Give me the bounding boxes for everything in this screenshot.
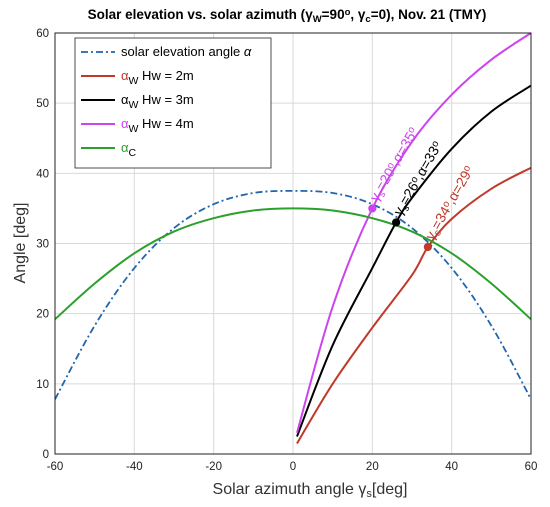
legend-suffix: Hw = 2m xyxy=(138,68,193,83)
x-label-unit: [deg] xyxy=(372,481,408,498)
intersection-marker xyxy=(392,218,401,227)
annotation-part: o xyxy=(461,163,474,174)
legend-symbol: α xyxy=(121,92,129,107)
y-tick-label: 20 xyxy=(36,309,49,321)
x-label-gamma: γ xyxy=(358,481,366,498)
title-sub-c: c xyxy=(365,14,370,25)
legend-suffix: Hw = 3m xyxy=(138,92,193,107)
title-eq90: =90 xyxy=(322,7,345,22)
intersection-marker xyxy=(368,204,377,213)
intersection-marker xyxy=(423,242,432,252)
x-tick-label: 40 xyxy=(445,461,458,473)
legend-label: αW Hw = 3m xyxy=(121,92,194,111)
x-tick-label: 0 xyxy=(290,461,296,473)
series-line-alpha xyxy=(54,189,532,400)
legend-symbol: α xyxy=(121,140,129,155)
legend-subscript: C xyxy=(129,147,137,159)
legend-text-main: solar elevation angle xyxy=(121,44,244,59)
x-tick-label: -20 xyxy=(205,461,222,473)
y-tick-label: 60 xyxy=(36,28,49,40)
annotation-part: o xyxy=(440,199,453,210)
y-tick-label: 30 xyxy=(36,239,49,251)
x-label-sub: s xyxy=(366,488,372,500)
title-gamma-c: γ xyxy=(358,7,366,22)
y-tick-label: 10 xyxy=(36,379,49,391)
x-axis-label: Solar azimuth angle γs[deg] xyxy=(213,481,408,500)
legend-label: αC xyxy=(121,140,137,159)
y-axis-label: Angle [deg] xyxy=(12,203,29,284)
marker-group xyxy=(368,204,432,252)
title-comma: , xyxy=(350,7,358,22)
legend-symbol: α xyxy=(121,68,129,83)
legend-label: αW Hw = 2m xyxy=(121,68,194,87)
series-line-aw3 xyxy=(296,84,532,437)
annotation-part: s xyxy=(400,204,412,214)
legend-subscript: W xyxy=(129,75,139,87)
x-label-main: Solar azimuth angle xyxy=(213,481,359,498)
annotation-part: o xyxy=(405,124,418,135)
annotation-part: s xyxy=(377,190,389,200)
legend-symbol: α xyxy=(121,116,129,131)
annotation-part: s xyxy=(432,228,444,238)
legend-suffix: Hw = 4m xyxy=(138,116,193,131)
tick-labels: -60 -40 -20 0 20 40 60 0 10 20 30 40 50 60 xyxy=(36,28,537,473)
annotation-part: , xyxy=(442,195,458,206)
legend-label: solar elevation angle α xyxy=(121,44,252,59)
x-tick-label: 20 xyxy=(366,461,379,473)
y-tick-label: 40 xyxy=(36,168,49,180)
annotation-part: o xyxy=(408,174,421,185)
legend-label: αW Hw = 4m xyxy=(121,116,194,135)
title-gamma-w: γ xyxy=(305,7,313,22)
title-eq0: =0), Nov. 21 (TMY) xyxy=(371,7,487,22)
legend-box xyxy=(74,37,272,169)
legend-symbol: α xyxy=(244,44,252,59)
y-tick-label: 0 xyxy=(43,449,49,461)
x-tick-label: -40 xyxy=(126,461,143,473)
annotation-part: , xyxy=(411,171,427,182)
series-group xyxy=(54,32,532,445)
legend-subscript: W xyxy=(129,99,139,111)
x-tick-label: -60 xyxy=(47,461,64,473)
y-tick-label: 50 xyxy=(36,98,49,110)
series-line-ac xyxy=(54,207,532,321)
annotation-part: o xyxy=(384,160,397,171)
series-line-aw2 xyxy=(296,166,532,445)
title-deg: o xyxy=(345,7,351,18)
annotation-part: , xyxy=(387,157,403,168)
chart-title: Solar elevation vs. solar azimuth (γW=90… xyxy=(88,7,487,26)
series-line-aw4 xyxy=(296,32,532,434)
legend-subscript: W xyxy=(129,123,139,135)
x-tick-label: 60 xyxy=(525,461,538,473)
title-sub-w: W xyxy=(313,14,322,25)
plot-border xyxy=(54,32,532,455)
annotation-part: o xyxy=(429,138,442,149)
title-prefix: Solar elevation vs. solar azimuth ( xyxy=(88,7,306,22)
